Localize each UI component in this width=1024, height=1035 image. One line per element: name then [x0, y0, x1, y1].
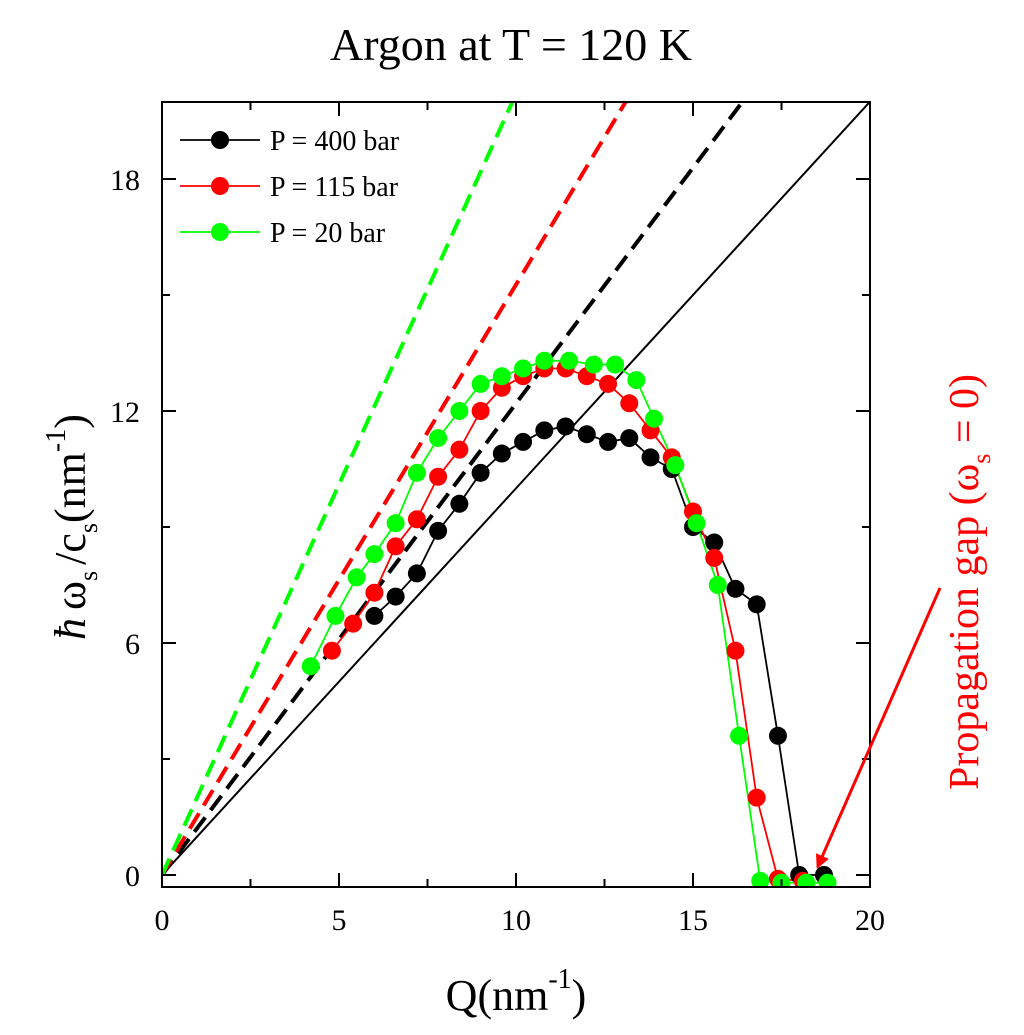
data-point [730, 726, 749, 745]
data-point [751, 871, 770, 887]
data-point [708, 576, 727, 594]
data-point [386, 587, 405, 606]
series-points [301, 351, 837, 887]
data-point [450, 440, 469, 459]
axis-tick-labels: 0 5 10 15 20 0 6 12 18 [110, 164, 885, 937]
data-point [641, 448, 660, 467]
unity-line [162, 102, 870, 876]
data-point [322, 641, 341, 660]
legend-label: P = 20 bar [270, 218, 386, 249]
chart-title: Argon at T = 120 K [330, 19, 692, 70]
legend: P = 400 bar P = 115 bar P = 20 bar [180, 126, 400, 249]
y-tick-label: 18 [110, 164, 140, 197]
data-point [344, 614, 363, 633]
data-point [584, 355, 603, 374]
data-point [577, 425, 596, 444]
data-point [535, 421, 554, 440]
data-point [599, 374, 618, 393]
y-tick-label: 0 [125, 860, 140, 893]
x-tick-label: 0 [155, 904, 170, 937]
series-line-2 [309, 359, 828, 884]
data-point [797, 873, 816, 887]
data-point [627, 371, 646, 390]
data-point [407, 510, 426, 529]
data-point [514, 359, 533, 378]
data-point [818, 873, 837, 887]
x-tick-label: 5 [332, 904, 347, 937]
legend-marker [211, 223, 229, 241]
data-point [471, 402, 490, 420]
data-point [429, 521, 448, 540]
data-point [492, 444, 511, 463]
data-point [450, 402, 469, 420]
y-axis-label: ħωs/cs(nm-1) [41, 414, 103, 640]
legend-label: P = 400 bar [270, 126, 400, 157]
data-point [407, 564, 426, 583]
data-point [492, 367, 511, 386]
data-point [768, 726, 787, 745]
data-point [514, 432, 533, 451]
x-axis-label: Q(nm-1) [446, 964, 587, 1020]
propagation-gap-annotation: Propagation gap (ωs = 0) [942, 374, 996, 790]
data-point [365, 545, 384, 564]
data-point [666, 456, 685, 475]
data-point [705, 548, 724, 567]
data-point [471, 463, 490, 482]
20-bar-slope [162, 102, 515, 876]
data-point [726, 579, 745, 598]
axis-ticks [161, 102, 871, 887]
data-point [599, 432, 618, 451]
data-point [747, 595, 766, 614]
y-tick-label: 12 [110, 396, 140, 429]
data-point [301, 657, 320, 676]
data-point [365, 583, 384, 602]
legend-label: P = 115 bar [270, 172, 399, 203]
data-point [365, 606, 384, 625]
data-point [386, 514, 405, 533]
legend-marker [211, 177, 229, 195]
data-point [347, 568, 366, 587]
series-lines [309, 359, 828, 884]
legend-marker [211, 131, 229, 149]
data-point [429, 429, 448, 448]
data-point [705, 533, 724, 552]
data-point [645, 409, 664, 428]
data-point [407, 463, 426, 482]
data-point [450, 494, 469, 513]
x-tick-label: 15 [678, 904, 708, 937]
series-line-0 [373, 425, 824, 876]
propagation-gap-arrow [816, 587, 942, 869]
data-point [429, 467, 448, 486]
data-point [326, 606, 345, 625]
y-tick-label: 6 [125, 628, 140, 661]
data-point [471, 374, 490, 393]
series-line-1 [331, 367, 803, 882]
115-bar-slope [162, 102, 628, 877]
data-point [726, 641, 745, 660]
x-tick-label: 10 [501, 904, 531, 937]
x-tick-label: 20 [855, 904, 885, 937]
data-point [556, 417, 575, 436]
data-point [620, 394, 639, 413]
data-point [620, 429, 639, 448]
data-point [560, 351, 579, 370]
data-point [687, 514, 706, 533]
guide-lines [162, 102, 870, 877]
data-point [606, 355, 625, 374]
data-point [386, 537, 405, 556]
data-point [535, 351, 554, 370]
data-point [747, 788, 766, 807]
